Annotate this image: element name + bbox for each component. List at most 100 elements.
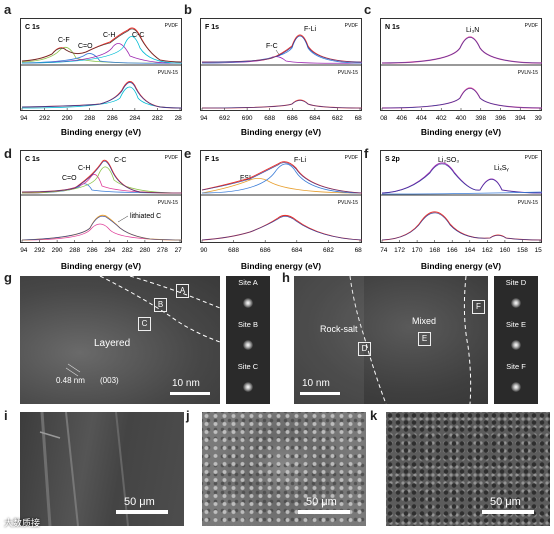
svg-text:PVLN-15: PVLN-15 — [158, 200, 179, 206]
peak-label: C-F — [58, 37, 70, 44]
x-tick-label: 158 — [517, 247, 528, 254]
scale-bar-label: 50 μm — [124, 496, 155, 508]
region-label: Layered — [94, 338, 131, 349]
sample-label-top: PVDF — [165, 23, 178, 29]
x-tick-label: 690 — [242, 115, 253, 122]
x-tick-label: 398 — [475, 115, 486, 122]
x-tick-label: 392 — [535, 115, 542, 122]
x-tick-label: 680 — [355, 247, 362, 254]
peak-label: LiₓSᵧ — [494, 165, 509, 172]
scale-bar-label: 50 μm — [306, 496, 337, 508]
x-tick-label: 294 — [20, 115, 28, 122]
x-tick-label: 156 — [535, 247, 542, 254]
x-tick-label: 684 — [291, 247, 302, 254]
svg-text:PVDF: PVDF — [165, 155, 178, 161]
site-marker: A — [176, 284, 189, 298]
region-label: Mixed — [412, 316, 437, 326]
x-tick-label: 280 — [139, 247, 150, 254]
panel-label-a: a — [4, 2, 12, 17]
watermark: 大数质接 — [4, 518, 41, 528]
fft-site-a: Site A — [226, 276, 270, 320]
core-level-title: C 1s — [25, 24, 40, 31]
x-tick-label: 402 — [436, 115, 447, 122]
svg-text:PVLN-15: PVLN-15 — [518, 200, 539, 206]
svg-text:PVLN-15: PVLN-15 — [338, 200, 359, 206]
peak-label: C=O — [62, 175, 77, 182]
site-marker: D — [358, 342, 371, 356]
x-tick-label: 692 — [219, 115, 230, 122]
sem-image-j: 50 μm — [202, 412, 366, 526]
x-tick-label: 280 — [175, 115, 182, 122]
fft-site-b: Site B — [226, 318, 270, 362]
x-tick-label: 688 — [264, 115, 275, 122]
x-tick-label: 172 — [394, 247, 405, 254]
scale-bar — [116, 510, 168, 514]
peak-label: Li₃N — [466, 27, 479, 34]
x-axis-ticks: 294 292 290 288 286 284 282 280 — [20, 108, 182, 122]
x-axis-label: Binding energy (eV) — [421, 127, 501, 137]
x-tick-label: 406 — [396, 115, 407, 122]
scale-bar-label: 50 μm — [490, 496, 521, 508]
peak-label: F-Li — [294, 157, 307, 164]
x-tick-label: 684 — [309, 115, 320, 122]
xps-panel-a: C 1s PVDF PVLN-15 C-F C=O C-H C-C 294 292… — [20, 18, 182, 137]
sample-label-top: PVDF — [525, 23, 538, 29]
x-tick-label: 160 — [499, 247, 510, 254]
x-tick-label: 680 — [355, 115, 362, 122]
x-tick-label: 174 — [380, 247, 388, 254]
fft-site-d: Site D — [494, 276, 538, 320]
xps-panel-c: N 1s PVDF PVLN-15 Li₃N 408 406 404 402 400 39… — [380, 18, 542, 137]
panel-label-e: e — [184, 146, 192, 161]
fit-component — [21, 53, 182, 64]
x-axis-label: Binding energy (eV) — [61, 127, 141, 137]
x-tick-label: 400 — [456, 115, 467, 122]
peak-label: C-C — [114, 157, 126, 164]
x-tick-label: 408 — [380, 115, 388, 122]
fit-component — [21, 86, 182, 109]
panel-label-k: k — [370, 408, 378, 423]
svg-text:Binding energy (eV): Binding energy (eV) — [421, 261, 501, 271]
peak-label: C=O — [78, 43, 93, 50]
x-tick-label: 396 — [495, 115, 506, 122]
sem-image-i: 50 μm — [20, 412, 184, 526]
panel-label-j: j — [186, 408, 190, 423]
panel-label-g: g — [4, 270, 12, 285]
spectrum-fit — [21, 28, 182, 63]
fit-component — [21, 43, 182, 64]
peak-label: Li₂SO₃ — [438, 157, 459, 164]
panel-label-h: h — [282, 270, 290, 285]
xps-panel-d: C 1s PVDF PVLN-15 C=O C-H C-C lithiated … — [20, 150, 182, 271]
scale-bar — [300, 392, 340, 395]
fit-component — [21, 36, 182, 64]
x-tick-label: 288 — [84, 115, 95, 122]
x-tick-label: 162 — [482, 247, 493, 254]
x-tick-label: 686 — [260, 247, 271, 254]
peak-label: C-H — [78, 165, 90, 172]
x-tick-label: 278 — [157, 247, 168, 254]
x-tick-label: 686 — [287, 115, 298, 122]
xps-panel-e: F 1s PVDF PVLN-15 FSI F-Li 690 688 686 684 6… — [200, 150, 362, 271]
sample-label-bottom: PVLN-15 — [518, 70, 539, 76]
x-tick-label: 394 — [515, 115, 526, 122]
svg-text:F 1s: F 1s — [205, 156, 219, 163]
x-tick-label: 164 — [464, 247, 475, 254]
x-tick-label: 282 — [122, 247, 133, 254]
peak-label: FSI — [240, 175, 251, 182]
x-tick-label: 286 — [107, 115, 118, 122]
panel-label-b: b — [184, 2, 192, 17]
x-tick-label: 404 — [416, 115, 427, 122]
site-marker: C — [138, 317, 151, 331]
peak-label: F-C — [266, 43, 278, 50]
svg-text:S 2p: S 2p — [385, 156, 400, 163]
core-level-title: F 1s — [205, 24, 219, 31]
fft-site-e: Site E — [494, 318, 538, 362]
svg-text:Binding energy (eV): Binding energy (eV) — [61, 261, 141, 271]
x-tick-label: 290 — [62, 115, 73, 122]
xps-panel-b: F 1s PVDF PVLN-15 F-Li F-C 694 692 690 688 6… — [200, 18, 362, 137]
site-marker: B — [154, 298, 167, 312]
panel-label-f: f — [364, 146, 369, 161]
fft-site-c: Site C — [226, 360, 270, 404]
x-tick-label: 682 — [332, 115, 343, 122]
x-tick-label: 688 — [228, 247, 239, 254]
peak-label: C-C — [132, 32, 144, 39]
